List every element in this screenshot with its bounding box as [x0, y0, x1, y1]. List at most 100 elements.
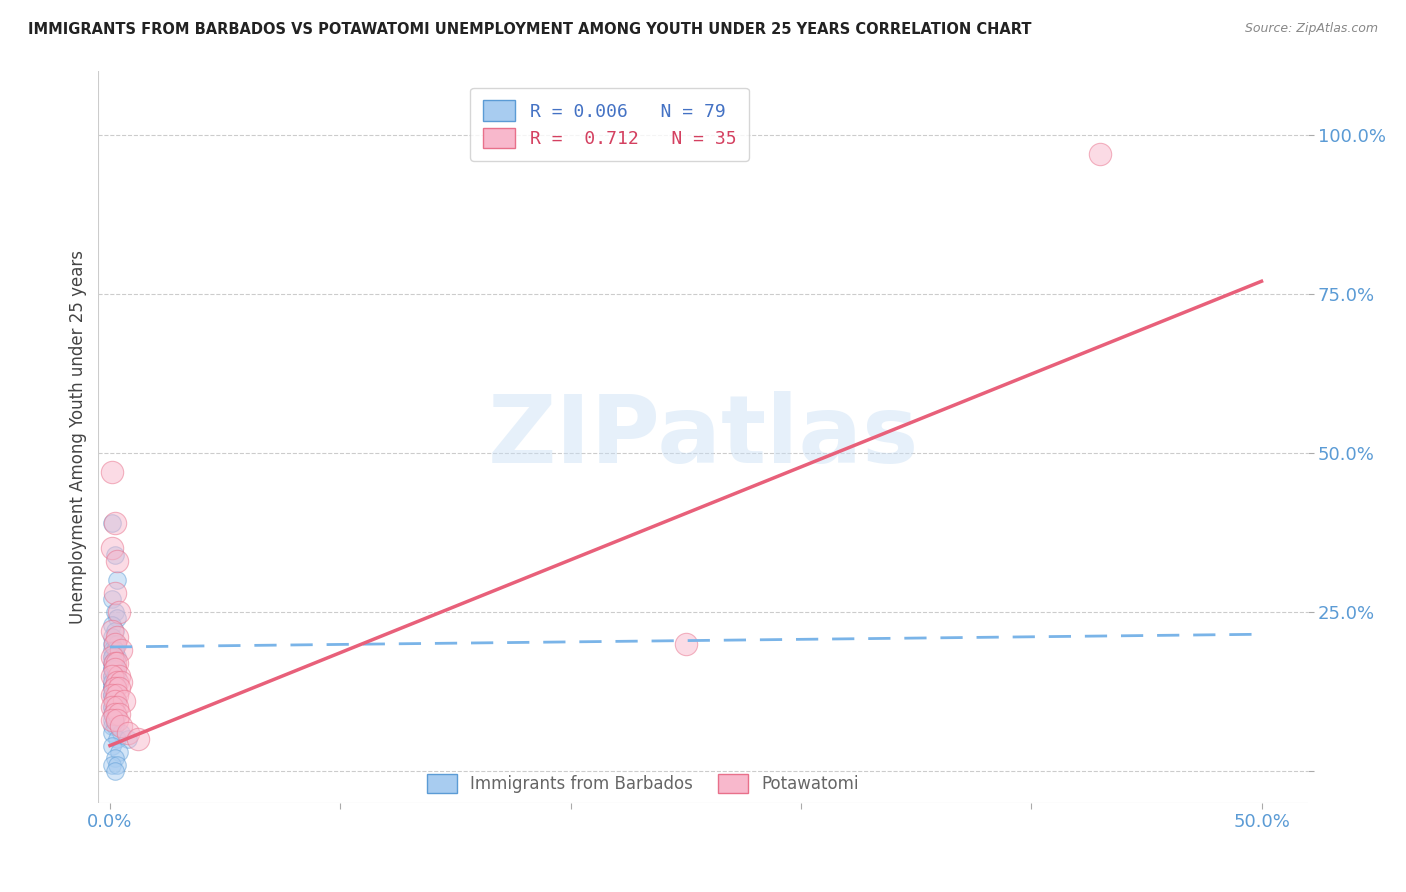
Point: [103, 637, 125, 651]
Point: [103, 688, 125, 702]
Point: [101, 726, 124, 740]
Point: [101, 516, 124, 530]
Point: [105, 573, 128, 587]
Point: [105, 700, 128, 714]
Point: [103, 662, 125, 676]
Point: [117, 732, 139, 747]
Text: ZIPatlas: ZIPatlas: [488, 391, 918, 483]
Y-axis label: Unemployment Among Youth under 25 years: Unemployment Among Youth under 25 years: [69, 250, 87, 624]
Point: [101, 643, 124, 657]
Point: [105, 611, 128, 625]
Point: [103, 688, 125, 702]
Point: [105, 732, 128, 747]
Point: [105, 757, 128, 772]
Point: [103, 605, 125, 619]
Point: [108, 706, 131, 721]
Point: [103, 681, 125, 696]
Point: [101, 631, 124, 645]
Point: [103, 675, 125, 690]
Point: [101, 649, 124, 664]
Point: [101, 656, 124, 670]
Point: [110, 726, 132, 740]
Point: [105, 713, 128, 727]
Point: [108, 745, 131, 759]
Point: [103, 700, 125, 714]
Point: [110, 643, 132, 657]
Point: [101, 688, 124, 702]
Point: [103, 700, 125, 714]
Point: [101, 675, 124, 690]
Point: [103, 643, 125, 657]
Point: [103, 681, 125, 696]
Point: [101, 739, 124, 753]
Point: [108, 681, 131, 696]
Point: [1090, 147, 1112, 161]
Point: [101, 700, 124, 714]
Text: Source: ZipAtlas.com: Source: ZipAtlas.com: [1244, 22, 1378, 36]
Point: [101, 681, 124, 696]
Point: [101, 668, 124, 682]
Point: [105, 668, 128, 682]
Point: [101, 656, 124, 670]
Point: [105, 637, 128, 651]
Point: [103, 719, 125, 733]
Point: [101, 592, 124, 607]
Point: [101, 662, 124, 676]
Point: [101, 668, 124, 682]
Point: [675, 637, 697, 651]
Point: [127, 732, 149, 747]
Point: [103, 713, 125, 727]
Point: [103, 656, 125, 670]
Point: [103, 694, 125, 708]
Point: [101, 649, 124, 664]
Point: [105, 656, 128, 670]
Point: [103, 662, 125, 676]
Point: [103, 586, 125, 600]
Point: [101, 649, 124, 664]
Point: [101, 700, 124, 714]
Point: [105, 649, 128, 664]
Point: [101, 675, 124, 690]
Point: [103, 675, 125, 690]
Point: [103, 694, 125, 708]
Point: [101, 668, 124, 682]
Point: [103, 668, 125, 682]
Point: [101, 706, 124, 721]
Point: [108, 605, 131, 619]
Point: [101, 465, 124, 479]
Point: [103, 643, 125, 657]
Point: [110, 675, 132, 690]
Point: [103, 624, 125, 638]
Point: [105, 675, 128, 690]
Point: [103, 681, 125, 696]
Point: [103, 694, 125, 708]
Point: [105, 706, 128, 721]
Point: [105, 681, 128, 696]
Point: [101, 757, 124, 772]
Point: [101, 637, 124, 651]
Point: [101, 688, 124, 702]
Point: [101, 662, 124, 676]
Point: [101, 713, 124, 727]
Point: [101, 713, 124, 727]
Point: [101, 617, 124, 632]
Point: [103, 688, 125, 702]
Point: [101, 681, 124, 696]
Point: [108, 668, 131, 682]
Point: [103, 764, 125, 778]
Point: [101, 624, 124, 638]
Point: [101, 541, 124, 556]
Point: [103, 662, 125, 676]
Point: [103, 656, 125, 670]
Point: [103, 681, 125, 696]
Point: [101, 706, 124, 721]
Point: [103, 649, 125, 664]
Point: [101, 688, 124, 702]
Legend: Immigrants from Barbados, Potawatomi: Immigrants from Barbados, Potawatomi: [418, 766, 868, 802]
Point: [103, 637, 125, 651]
Point: [105, 675, 128, 690]
Point: [105, 554, 128, 568]
Point: [105, 631, 128, 645]
Point: [105, 688, 128, 702]
Point: [112, 694, 135, 708]
